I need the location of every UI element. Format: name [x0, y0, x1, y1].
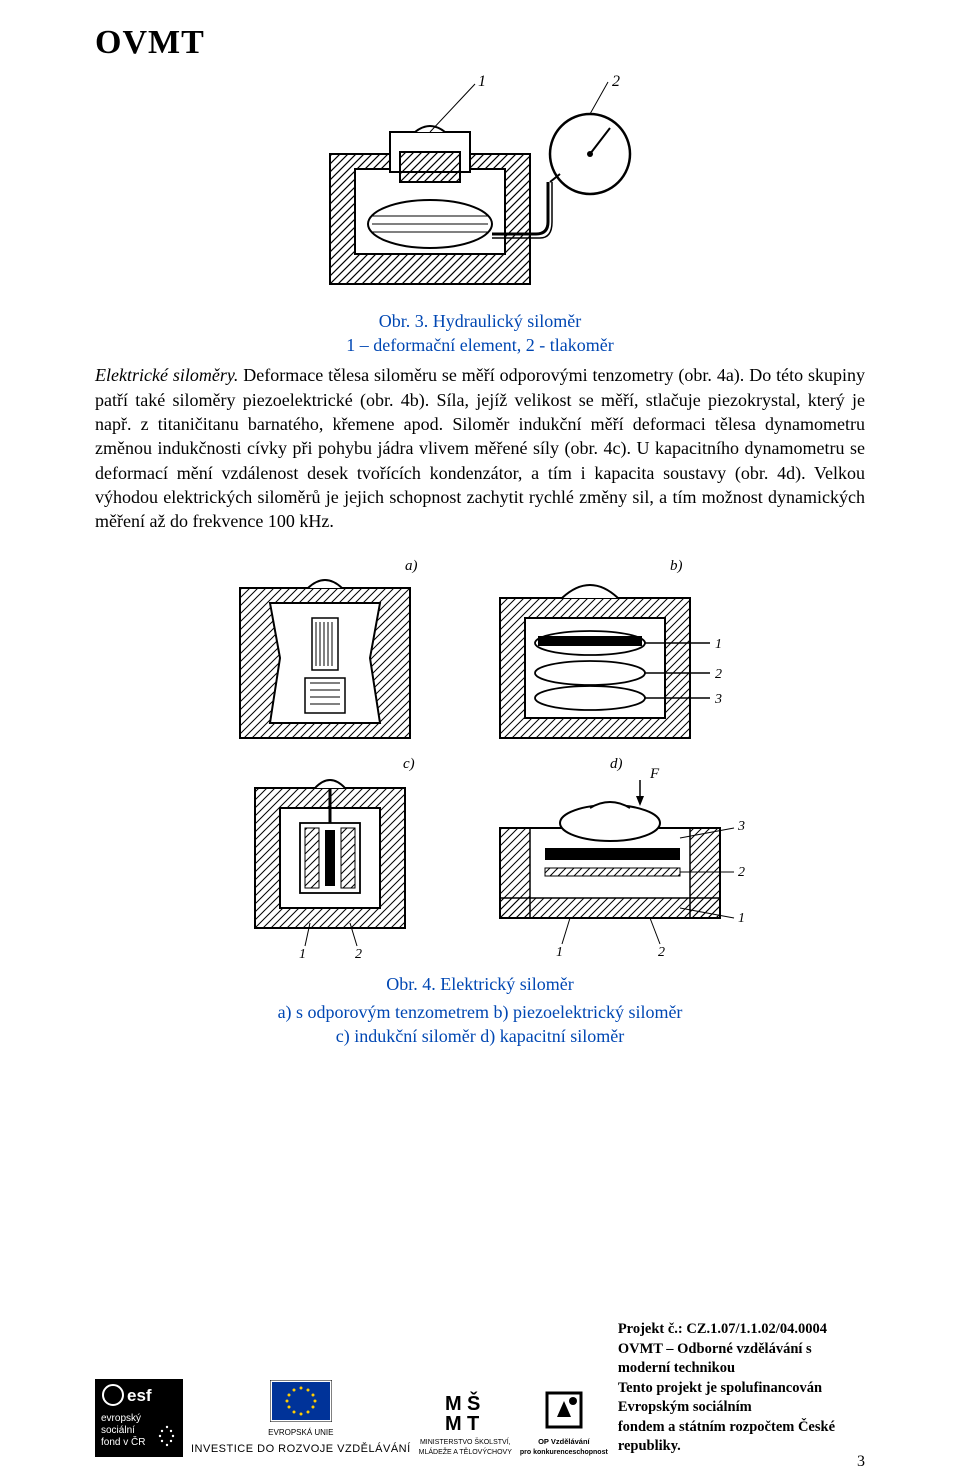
- page-number: 3: [857, 1451, 865, 1473]
- msmt-t2: MLÁDEŽE A TĚLOVÝCHOVY: [419, 1448, 512, 1457]
- fig4-svg: a) b): [200, 548, 760, 958]
- esf-main: esf: [127, 1386, 152, 1405]
- eu-text: EVROPSKÁ UNIE: [191, 1428, 411, 1439]
- p1-lead: Elektrické siloměry.: [95, 365, 238, 385]
- fig4-d-b1: 1: [556, 945, 563, 958]
- fig3-svg: 1 2: [300, 74, 660, 299]
- fig3-caption-title: Obr. 3. Hydraulický siloměr: [95, 309, 865, 333]
- fig4-label-a: a): [405, 558, 418, 574]
- fig4-sub-line1: a) s odporovým tenzometrem b) piezoelekt…: [95, 1000, 865, 1049]
- msmt-t1: MINISTERSTVO ŠKOLSTVÍ,: [419, 1438, 512, 1447]
- fig4-d-n3: 3: [737, 819, 745, 834]
- fig4-c-n2: 2: [355, 947, 362, 958]
- fig4-d-n1: 1: [738, 911, 745, 926]
- fig4-sub-text: a) s odporovým tenzometrem b) piezoelekt…: [278, 1002, 683, 1046]
- esf-sub2: sociální: [101, 1425, 135, 1436]
- msmt-icon: M Š M T: [441, 1390, 489, 1432]
- figure-4: a) b): [95, 548, 865, 964]
- esf-sub3: fond v ČR: [101, 1435, 145, 1448]
- logo-ovmt: OVMT: [95, 20, 865, 66]
- fig3-caption-sub: 1 – deformační element, 2 - tlakoměr: [95, 333, 865, 357]
- project-l3: Tento projekt je spolufinancován Evropsk…: [618, 1379, 865, 1418]
- fig4-label-b: b): [670, 558, 683, 574]
- fig4-b-n3: 3: [714, 692, 722, 707]
- fig4-label-c: c): [403, 756, 415, 772]
- eu-logo-block: EVROPSKÁ UNIE INVESTICE DO ROZVOJE VZDĚL…: [191, 1380, 411, 1457]
- invest-text: INVESTICE DO ROZVOJE VZDĚLÁVÁNÍ: [191, 1442, 411, 1457]
- fig4-label-d: d): [610, 756, 623, 772]
- fig4-d-n2: 2: [738, 865, 745, 880]
- msmt-logo-block: M Š M T MINISTERSTVO ŠKOLSTVÍ, MLÁDEŽE A…: [419, 1390, 512, 1457]
- svg-text:Š: Š: [467, 1391, 480, 1415]
- op-t1: OP Vzdělávání: [520, 1437, 608, 1447]
- project-l4: fondem a státním rozpočtem České republi…: [618, 1418, 865, 1457]
- figure-3: 1 2: [95, 74, 865, 299]
- op-logo-block: OP Vzdělávání pro konkurenceschopnost: [520, 1389, 608, 1457]
- fig4-c-n1: 1: [299, 947, 306, 958]
- footer-logos: esf evropský sociální fond v ČR EVROPSKÁ…: [95, 1379, 608, 1457]
- esf-sub1: evropský: [101, 1413, 141, 1424]
- footer: esf evropský sociální fond v ČR EVROPSKÁ…: [95, 1320, 865, 1457]
- p1-body: Deformace tělesa siloměru se měří odporo…: [95, 365, 865, 531]
- paragraph-1: Elektrické siloměry. Deformace tělesa si…: [95, 363, 865, 533]
- project-l1: Projekt č.: CZ.1.07/1.1.02/04.0004: [618, 1320, 865, 1340]
- fig3-label-2: 2: [612, 74, 620, 90]
- op-icon: [543, 1389, 585, 1431]
- fig4-b-n2: 2: [715, 667, 722, 682]
- fig3-label-1: 1: [478, 74, 486, 90]
- project-info: Projekt č.: CZ.1.07/1.1.02/04.0004 OVMT …: [618, 1320, 865, 1457]
- project-l2: OVMT – Odborné vzdělávání s moderní tech…: [618, 1340, 865, 1379]
- fig4-d-F: F: [649, 766, 660, 782]
- fig4-caption-title: Obr. 4. Elektrický siloměr: [95, 972, 865, 996]
- op-t2: pro konkurenceschopnost: [520, 1448, 608, 1457]
- eu-flag-icon: [270, 1380, 332, 1422]
- fig4-d-b2: 2: [658, 945, 665, 958]
- esf-logo: esf evropský sociální fond v ČR: [95, 1379, 183, 1457]
- fig4-b-n1: 1: [715, 637, 722, 652]
- fig3-caption: Obr. 3. Hydraulický siloměr 1 – deformač…: [95, 309, 865, 358]
- svg-text:T: T: [467, 1413, 479, 1432]
- svg-text:M: M: [445, 1393, 462, 1415]
- svg-text:M: M: [445, 1413, 462, 1432]
